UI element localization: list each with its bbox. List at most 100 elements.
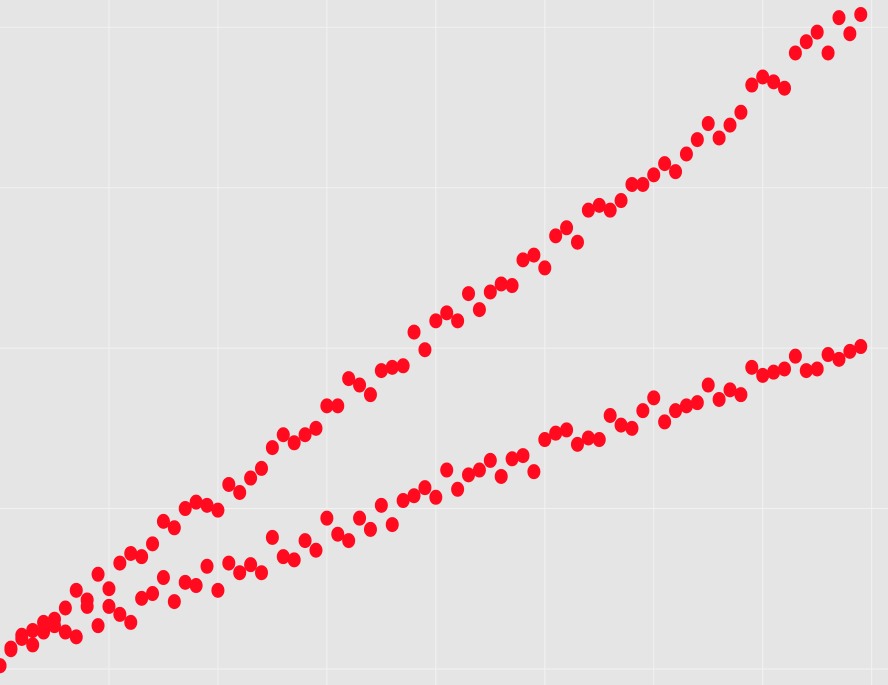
- point: [4, 642, 18, 658]
- point: [385, 517, 399, 533]
- point: [363, 387, 377, 403]
- point: [47, 618, 61, 634]
- point: [472, 302, 486, 318]
- point: [516, 252, 530, 268]
- point: [570, 436, 584, 452]
- point: [113, 555, 127, 571]
- point: [189, 578, 203, 594]
- point: [690, 395, 704, 411]
- point: [113, 606, 127, 622]
- point: [647, 167, 661, 183]
- point: [254, 460, 268, 476]
- point: [200, 497, 214, 513]
- point: [429, 313, 443, 329]
- point: [723, 117, 737, 133]
- point: [581, 202, 595, 218]
- point: [396, 358, 410, 374]
- point: [102, 598, 116, 614]
- point: [767, 74, 781, 90]
- point: [276, 549, 290, 565]
- point: [462, 286, 476, 302]
- point: [102, 581, 116, 597]
- point: [799, 363, 813, 379]
- point: [658, 414, 672, 430]
- point: [767, 364, 781, 380]
- point: [734, 387, 748, 403]
- point: [200, 558, 214, 574]
- point: [233, 565, 247, 581]
- point: [788, 45, 802, 61]
- point: [494, 276, 508, 292]
- point: [625, 420, 639, 436]
- point: [516, 448, 530, 464]
- point: [37, 624, 51, 640]
- point: [462, 467, 476, 483]
- point: [222, 555, 236, 571]
- point: [265, 529, 279, 545]
- point: [527, 247, 541, 263]
- point: [418, 480, 432, 496]
- point: [0, 658, 7, 674]
- point: [560, 220, 574, 236]
- point: [712, 130, 726, 146]
- point: [712, 391, 726, 407]
- point: [135, 549, 149, 565]
- point: [538, 260, 552, 276]
- point: [483, 452, 497, 468]
- point: [483, 284, 497, 300]
- point: [178, 574, 192, 590]
- point: [603, 202, 617, 218]
- point: [799, 34, 813, 50]
- point: [669, 403, 683, 419]
- point: [440, 305, 454, 321]
- point: [777, 361, 791, 377]
- point: [821, 347, 835, 363]
- point: [843, 26, 857, 42]
- point: [810, 361, 824, 377]
- point: [265, 440, 279, 456]
- point: [418, 342, 432, 358]
- point: [451, 313, 465, 329]
- point: [821, 45, 835, 61]
- point: [320, 398, 334, 414]
- point: [407, 324, 421, 340]
- point: [167, 520, 181, 536]
- point: [363, 521, 377, 537]
- point: [309, 542, 323, 558]
- point: [440, 462, 454, 478]
- point: [353, 510, 367, 526]
- point: [788, 348, 802, 364]
- point: [58, 600, 72, 616]
- point: [26, 637, 40, 653]
- point: [614, 417, 628, 433]
- point: [625, 176, 639, 192]
- point: [494, 468, 508, 484]
- point: [679, 146, 693, 162]
- point: [135, 590, 149, 606]
- point: [211, 502, 225, 518]
- point: [603, 407, 617, 423]
- point: [636, 176, 650, 192]
- point: [146, 586, 160, 602]
- point: [124, 614, 138, 630]
- point: [222, 476, 236, 492]
- point: [80, 598, 94, 614]
- point: [26, 622, 40, 638]
- point: [658, 156, 672, 172]
- point: [701, 116, 715, 132]
- point: [570, 234, 584, 250]
- point: [832, 351, 846, 367]
- point: [69, 582, 83, 598]
- point: [353, 377, 367, 393]
- point: [396, 493, 410, 509]
- point: [690, 132, 704, 148]
- point: [69, 629, 83, 645]
- point: [843, 343, 857, 359]
- point: [331, 526, 345, 542]
- point: [91, 566, 105, 582]
- point: [472, 462, 486, 478]
- point: [156, 513, 170, 529]
- point: [211, 582, 225, 598]
